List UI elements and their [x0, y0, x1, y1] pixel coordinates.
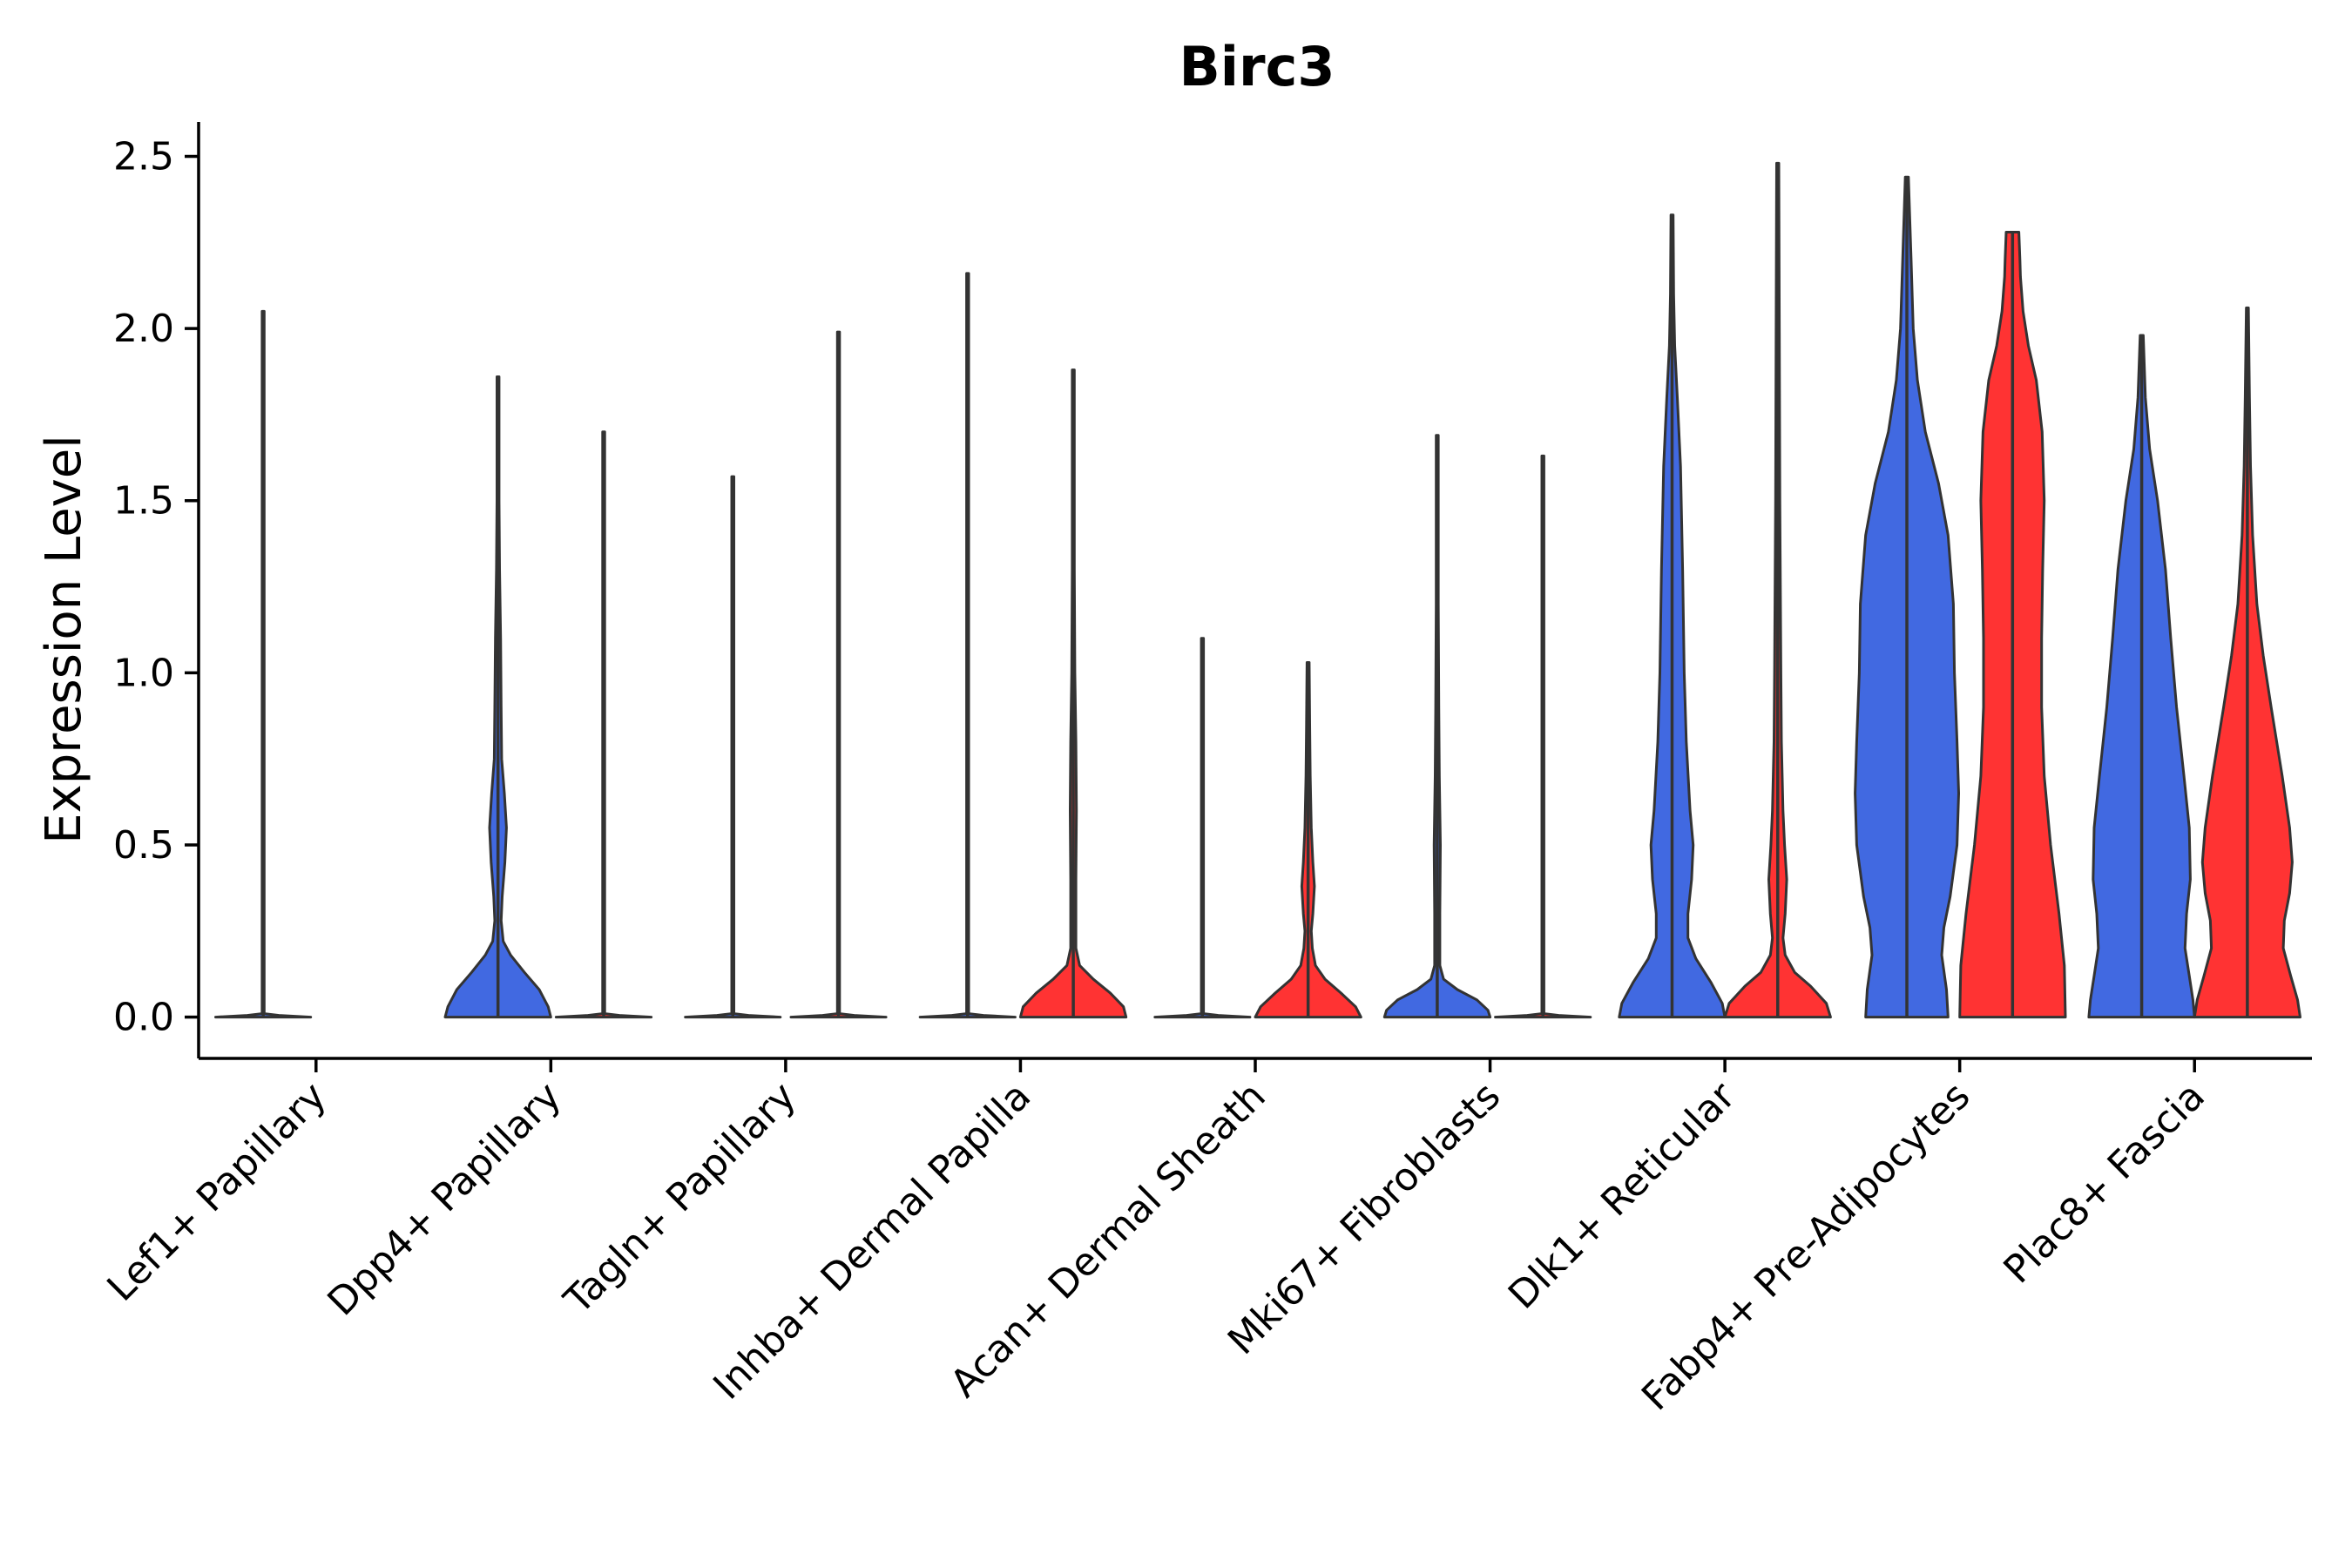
x-tick-label: Tagln+ Papillary: [556, 1074, 805, 1323]
x-tick-label: Lef1+ Papillary: [98, 1074, 335, 1310]
x-tick-label: Mki67+ Fibroblasts: [1220, 1074, 1509, 1363]
y-tick-label: 2.0: [113, 307, 174, 351]
x-tick-label: Dpp4+ Papillary: [319, 1074, 570, 1325]
y-tick-label: 1.5: [113, 479, 174, 524]
y-tick-label: 0.0: [113, 996, 174, 1040]
y-tick-label: 2.5: [113, 135, 174, 179]
y-tick-label: 1.0: [113, 651, 174, 695]
x-tick-label: Dlk1+ Reticular: [1500, 1073, 1745, 1318]
chart-title: Birc3: [1179, 35, 1335, 98]
violin-group: [214, 161, 2301, 1019]
y-axis-label: Expression Level: [36, 435, 92, 844]
x-tick-label: Plac8+ Fascia: [1995, 1074, 2213, 1293]
y-tick-label: 0.5: [113, 823, 174, 868]
